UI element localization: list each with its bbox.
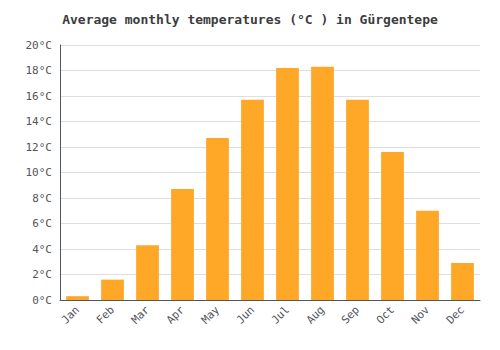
svg-text:Jul: Jul xyxy=(269,303,292,326)
svg-text:May: May xyxy=(199,303,222,326)
svg-text:8°C: 8°C xyxy=(32,192,52,205)
svg-text:Dec: Dec xyxy=(444,303,467,326)
svg-text:6°C: 6°C xyxy=(32,217,52,230)
svg-text:20°C: 20°C xyxy=(26,39,53,52)
svg-text:Aug: Aug xyxy=(304,303,327,326)
svg-text:2°C: 2°C xyxy=(32,268,52,281)
svg-text:10°C: 10°C xyxy=(26,166,53,179)
svg-text:Oct: Oct xyxy=(374,303,397,326)
svg-text:Nov: Nov xyxy=(409,303,432,326)
svg-text:14°C: 14°C xyxy=(26,115,53,128)
svg-text:16°C: 16°C xyxy=(26,90,53,103)
svg-text:Feb: Feb xyxy=(94,303,117,326)
svg-text:18°C: 18°C xyxy=(26,64,53,77)
svg-text:4°C: 4°C xyxy=(32,243,52,256)
svg-text:Jun: Jun xyxy=(234,303,257,326)
svg-text:Jan: Jan xyxy=(59,303,82,326)
svg-text:Apr: Apr xyxy=(164,303,187,326)
svg-text:Sep: Sep xyxy=(339,303,362,326)
svg-text:Mar: Mar xyxy=(129,303,152,326)
svg-text:12°C: 12°C xyxy=(26,141,53,154)
svg-text:0°C: 0°C xyxy=(32,294,52,307)
svg-text:Average monthly temperatures (: Average monthly temperatures (°C ) in Gü… xyxy=(62,12,438,27)
